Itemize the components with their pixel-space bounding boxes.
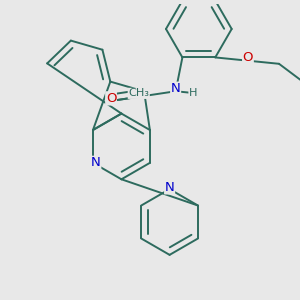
Text: N: N (165, 181, 175, 194)
Text: O: O (243, 51, 253, 64)
Text: N: N (171, 82, 181, 95)
Text: N: N (91, 156, 101, 170)
Text: CH₃: CH₃ (128, 88, 149, 98)
Text: H: H (189, 88, 197, 98)
Text: O: O (106, 92, 116, 105)
